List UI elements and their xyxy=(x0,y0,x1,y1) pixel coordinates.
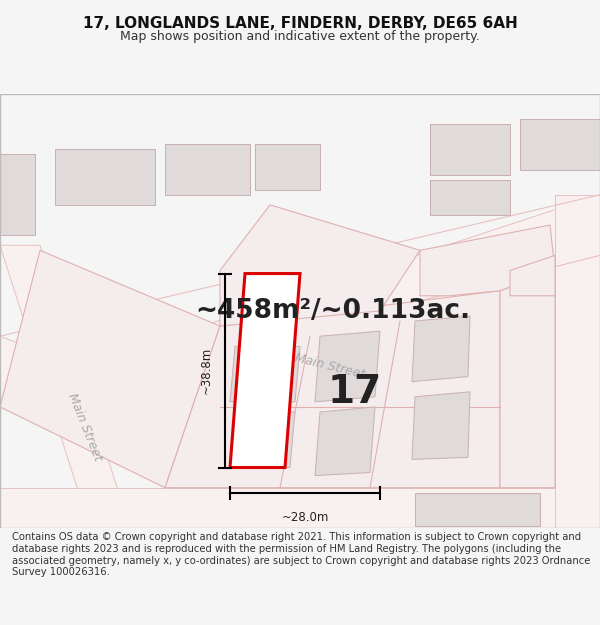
Polygon shape xyxy=(520,119,600,169)
Polygon shape xyxy=(500,271,555,488)
Polygon shape xyxy=(230,346,300,402)
Bar xyxy=(0,94,600,528)
Polygon shape xyxy=(165,291,500,488)
Polygon shape xyxy=(430,124,510,174)
Polygon shape xyxy=(430,179,510,215)
Polygon shape xyxy=(415,492,540,526)
Polygon shape xyxy=(315,331,380,402)
Polygon shape xyxy=(0,195,600,438)
Polygon shape xyxy=(230,412,295,468)
Polygon shape xyxy=(55,149,155,205)
Polygon shape xyxy=(165,144,250,195)
Polygon shape xyxy=(0,154,35,235)
Text: Map shows position and indicative extent of the property.: Map shows position and indicative extent… xyxy=(120,30,480,42)
Polygon shape xyxy=(220,205,420,326)
Polygon shape xyxy=(315,407,375,476)
Text: Contains OS data © Crown copyright and database right 2021. This information is : Contains OS data © Crown copyright and d… xyxy=(12,532,590,578)
Text: ~458m²/~0.113ac.: ~458m²/~0.113ac. xyxy=(195,298,470,324)
Polygon shape xyxy=(0,245,130,528)
Text: 17: 17 xyxy=(328,372,382,411)
Polygon shape xyxy=(230,274,300,468)
Polygon shape xyxy=(0,251,220,488)
Text: Main Street: Main Street xyxy=(293,351,367,381)
Polygon shape xyxy=(510,256,555,296)
Polygon shape xyxy=(412,316,470,382)
Text: 17, LONGLANDS LANE, FINDERN, DERBY, DE65 6AH: 17, LONGLANDS LANE, FINDERN, DERBY, DE65… xyxy=(83,16,517,31)
Text: ~38.8m: ~38.8m xyxy=(200,347,213,394)
Polygon shape xyxy=(0,488,600,528)
Text: ~28.0m: ~28.0m xyxy=(281,511,329,524)
Text: Main Street: Main Street xyxy=(65,391,104,463)
Polygon shape xyxy=(255,144,320,190)
Polygon shape xyxy=(555,195,600,528)
Polygon shape xyxy=(412,392,470,459)
Polygon shape xyxy=(420,225,555,296)
